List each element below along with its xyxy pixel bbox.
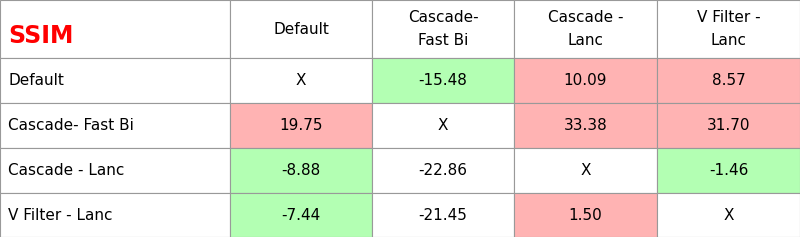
Bar [230,0,372,58]
Text: Default: Default [8,73,64,88]
Text: -22.86: -22.86 [418,163,467,178]
Text: SSIM: SSIM [8,24,74,48]
Bar [0,193,230,237]
Bar [372,103,514,148]
Text: Cascade - Lanc: Cascade - Lanc [8,163,124,178]
Text: V Filter - Lanc: V Filter - Lanc [8,208,113,223]
Bar [230,103,372,148]
Bar [372,0,514,58]
Text: 19.75: 19.75 [279,118,322,133]
Bar [230,193,372,237]
Text: 33.38: 33.38 [564,118,607,133]
Text: 1.50: 1.50 [569,208,602,223]
Text: 31.70: 31.70 [706,118,750,133]
Text: V Filter -
Lanc: V Filter - Lanc [697,10,760,48]
Bar [372,58,514,103]
Bar [0,103,230,148]
Bar [657,148,800,193]
Bar [514,0,657,58]
Text: Cascade -
Lanc: Cascade - Lanc [548,10,623,48]
Text: X: X [296,73,306,88]
Bar [0,58,230,103]
Text: X: X [580,163,590,178]
Bar [230,58,372,103]
Text: -21.45: -21.45 [418,208,467,223]
Text: X: X [438,118,448,133]
Text: -8.88: -8.88 [282,163,321,178]
Bar [0,148,230,193]
Bar [657,58,800,103]
Bar [514,103,657,148]
Bar [372,193,514,237]
Text: 10.09: 10.09 [564,73,607,88]
Text: Default: Default [273,22,329,36]
Text: -15.48: -15.48 [418,73,467,88]
Bar [514,58,657,103]
Bar [0,0,230,58]
Bar [657,0,800,58]
Bar [514,148,657,193]
Text: X: X [723,208,734,223]
Bar [514,193,657,237]
Text: Cascade-
Fast Bi: Cascade- Fast Bi [408,10,478,48]
Text: -1.46: -1.46 [709,163,748,178]
Bar [230,148,372,193]
Bar [657,193,800,237]
Text: -7.44: -7.44 [282,208,321,223]
Text: Cascade- Fast Bi: Cascade- Fast Bi [8,118,134,133]
Bar [372,148,514,193]
Bar [657,103,800,148]
Text: 8.57: 8.57 [712,73,746,88]
